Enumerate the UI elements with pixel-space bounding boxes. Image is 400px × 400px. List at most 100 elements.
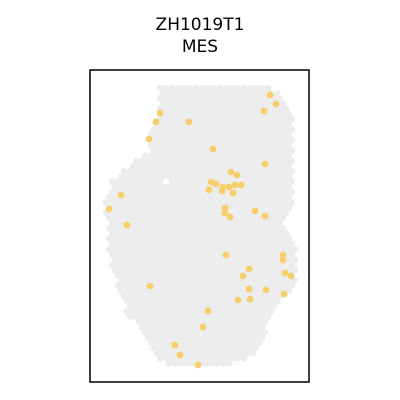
tissue-spot (156, 157, 164, 164)
tissue-spot (234, 157, 242, 164)
tissue-spot (231, 308, 239, 315)
tissue-spot (192, 126, 200, 133)
tissue-spot (246, 324, 254, 331)
tissue-spot (168, 84, 176, 92)
tissue-spot (156, 313, 164, 320)
tissue-spot (204, 261, 212, 268)
tissue-spot (168, 313, 176, 320)
tissue-spot (180, 240, 188, 248)
tissue-spot (150, 220, 158, 227)
tissue-spot (159, 142, 167, 149)
tissue-spot (255, 329, 263, 336)
tissue-spot (273, 90, 281, 97)
tissue-spot (159, 350, 167, 357)
tissue-spot (189, 318, 197, 326)
tissue-spot (258, 168, 266, 175)
tissue-spot (243, 183, 251, 190)
tissue-spot (237, 308, 245, 315)
tissue-spot (234, 209, 242, 216)
tissue-spot (246, 178, 254, 185)
tissue-spot (240, 168, 248, 175)
tissue-spot (162, 105, 170, 113)
tissue-spot (222, 95, 230, 102)
tissue-spot (159, 131, 167, 138)
tissue-spot (150, 272, 158, 279)
tissue-spot (174, 178, 182, 185)
tissue-spot (180, 303, 188, 310)
tissue-spot (189, 287, 197, 294)
tissue-spot (138, 230, 146, 237)
tissue-spot (162, 303, 170, 310)
tissue-spot (120, 209, 128, 216)
tissue-spot (150, 344, 158, 352)
tissue-spot (162, 261, 170, 268)
tissue-spot (174, 220, 182, 227)
tissue-spot (198, 188, 206, 196)
tissue-spot (183, 298, 191, 305)
tissue-spot (171, 256, 179, 263)
tissue-spot (159, 298, 167, 305)
tissue-spot (198, 147, 206, 154)
tissue-spot (261, 266, 269, 274)
tissue-spot (264, 168, 272, 175)
tissue-spot (153, 183, 161, 190)
tissue-spot (234, 105, 242, 113)
tissue-spot (222, 334, 230, 341)
tissue-spot (138, 178, 146, 185)
tissue-spot (213, 173, 221, 180)
tissue-spot (231, 350, 239, 357)
tissue-spot (270, 261, 278, 268)
tissue-spot (255, 121, 263, 128)
tissue-spot (195, 100, 203, 107)
tissue-spot (126, 303, 134, 310)
tissue-spot (111, 246, 119, 253)
tissue-spot (237, 256, 245, 263)
tissue-spot (183, 339, 191, 346)
tissue-spot (246, 240, 254, 248)
tissue-spot (207, 339, 215, 346)
tissue-spot (192, 355, 200, 362)
tissue-spot (246, 84, 254, 92)
tissue-spot (225, 194, 233, 201)
tissue-spot (204, 313, 212, 320)
tissue-spot (276, 230, 284, 237)
tissue-spot (225, 131, 233, 138)
tissue-spot (123, 194, 131, 201)
tissue-spot (144, 240, 152, 248)
tissue-spot (255, 298, 263, 305)
tissue-spot (168, 199, 176, 206)
tissue-spot (255, 90, 263, 97)
tissue-spot (258, 126, 266, 133)
tissue-spot (153, 318, 161, 326)
tissue-spot (267, 173, 275, 180)
tissue-spot (219, 246, 227, 253)
tissue-spot (270, 230, 278, 237)
tissue-spot (276, 209, 284, 216)
tissue-spot (198, 261, 206, 268)
tissue-spot (162, 147, 170, 154)
mes-spot (185, 118, 193, 126)
tissue-spot (219, 339, 227, 346)
tissue-spot (168, 116, 176, 123)
tissue-spot (171, 308, 179, 315)
tissue-spot (180, 313, 188, 320)
tissue-spot (243, 162, 251, 170)
tissue-spot (105, 214, 113, 222)
tissue-spot (153, 214, 161, 222)
tissue-spot (138, 168, 146, 175)
tissue-spot (204, 230, 212, 237)
tissue-spot (183, 214, 191, 222)
tissue-spot (165, 131, 173, 138)
tissue-spot (129, 225, 137, 232)
tissue-spot (129, 214, 137, 222)
tissue-spot (228, 95, 236, 102)
tissue-spot (222, 126, 230, 133)
tissue-spot (219, 152, 227, 159)
tissue-spot (237, 121, 245, 128)
tissue-spot (201, 162, 209, 170)
tissue-spot (180, 344, 188, 352)
tissue-spot (186, 355, 194, 362)
tissue-spot (183, 329, 191, 336)
tissue-spot (246, 303, 254, 310)
tissue-spot (192, 240, 200, 248)
